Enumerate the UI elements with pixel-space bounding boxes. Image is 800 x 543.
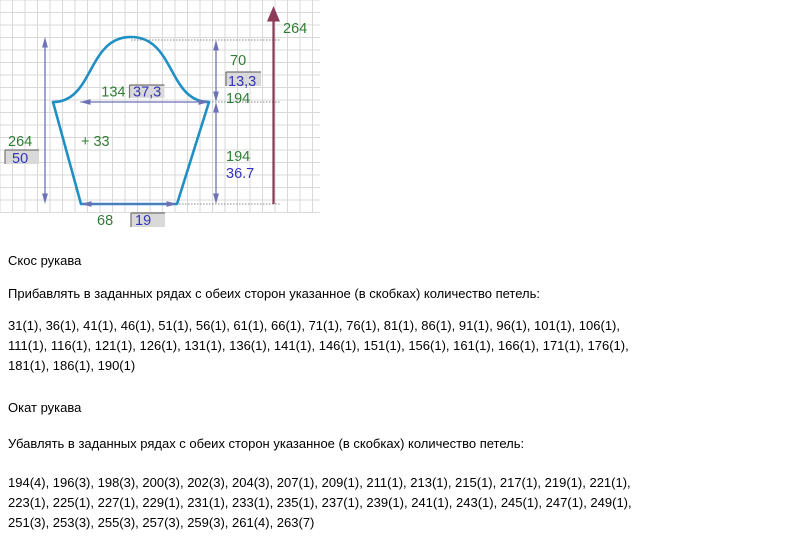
svg-text:70: 70 <box>230 53 246 69</box>
svg-text:37,3: 37,3 <box>133 85 161 101</box>
svg-text:194: 194 <box>226 149 250 165</box>
svg-text:50: 50 <box>12 151 28 167</box>
svg-text:19: 19 <box>135 213 151 229</box>
svg-text:68: 68 <box>97 213 113 229</box>
svg-text:264: 264 <box>283 21 307 37</box>
svg-text:134: 134 <box>101 85 125 101</box>
svg-text:194: 194 <box>226 91 250 107</box>
svg-text:36.7: 36.7 <box>226 166 254 182</box>
svg-text:264: 264 <box>8 134 32 150</box>
svg-text:13,3: 13,3 <box>228 74 256 90</box>
svg-text:+ 33: + 33 <box>81 134 110 150</box>
